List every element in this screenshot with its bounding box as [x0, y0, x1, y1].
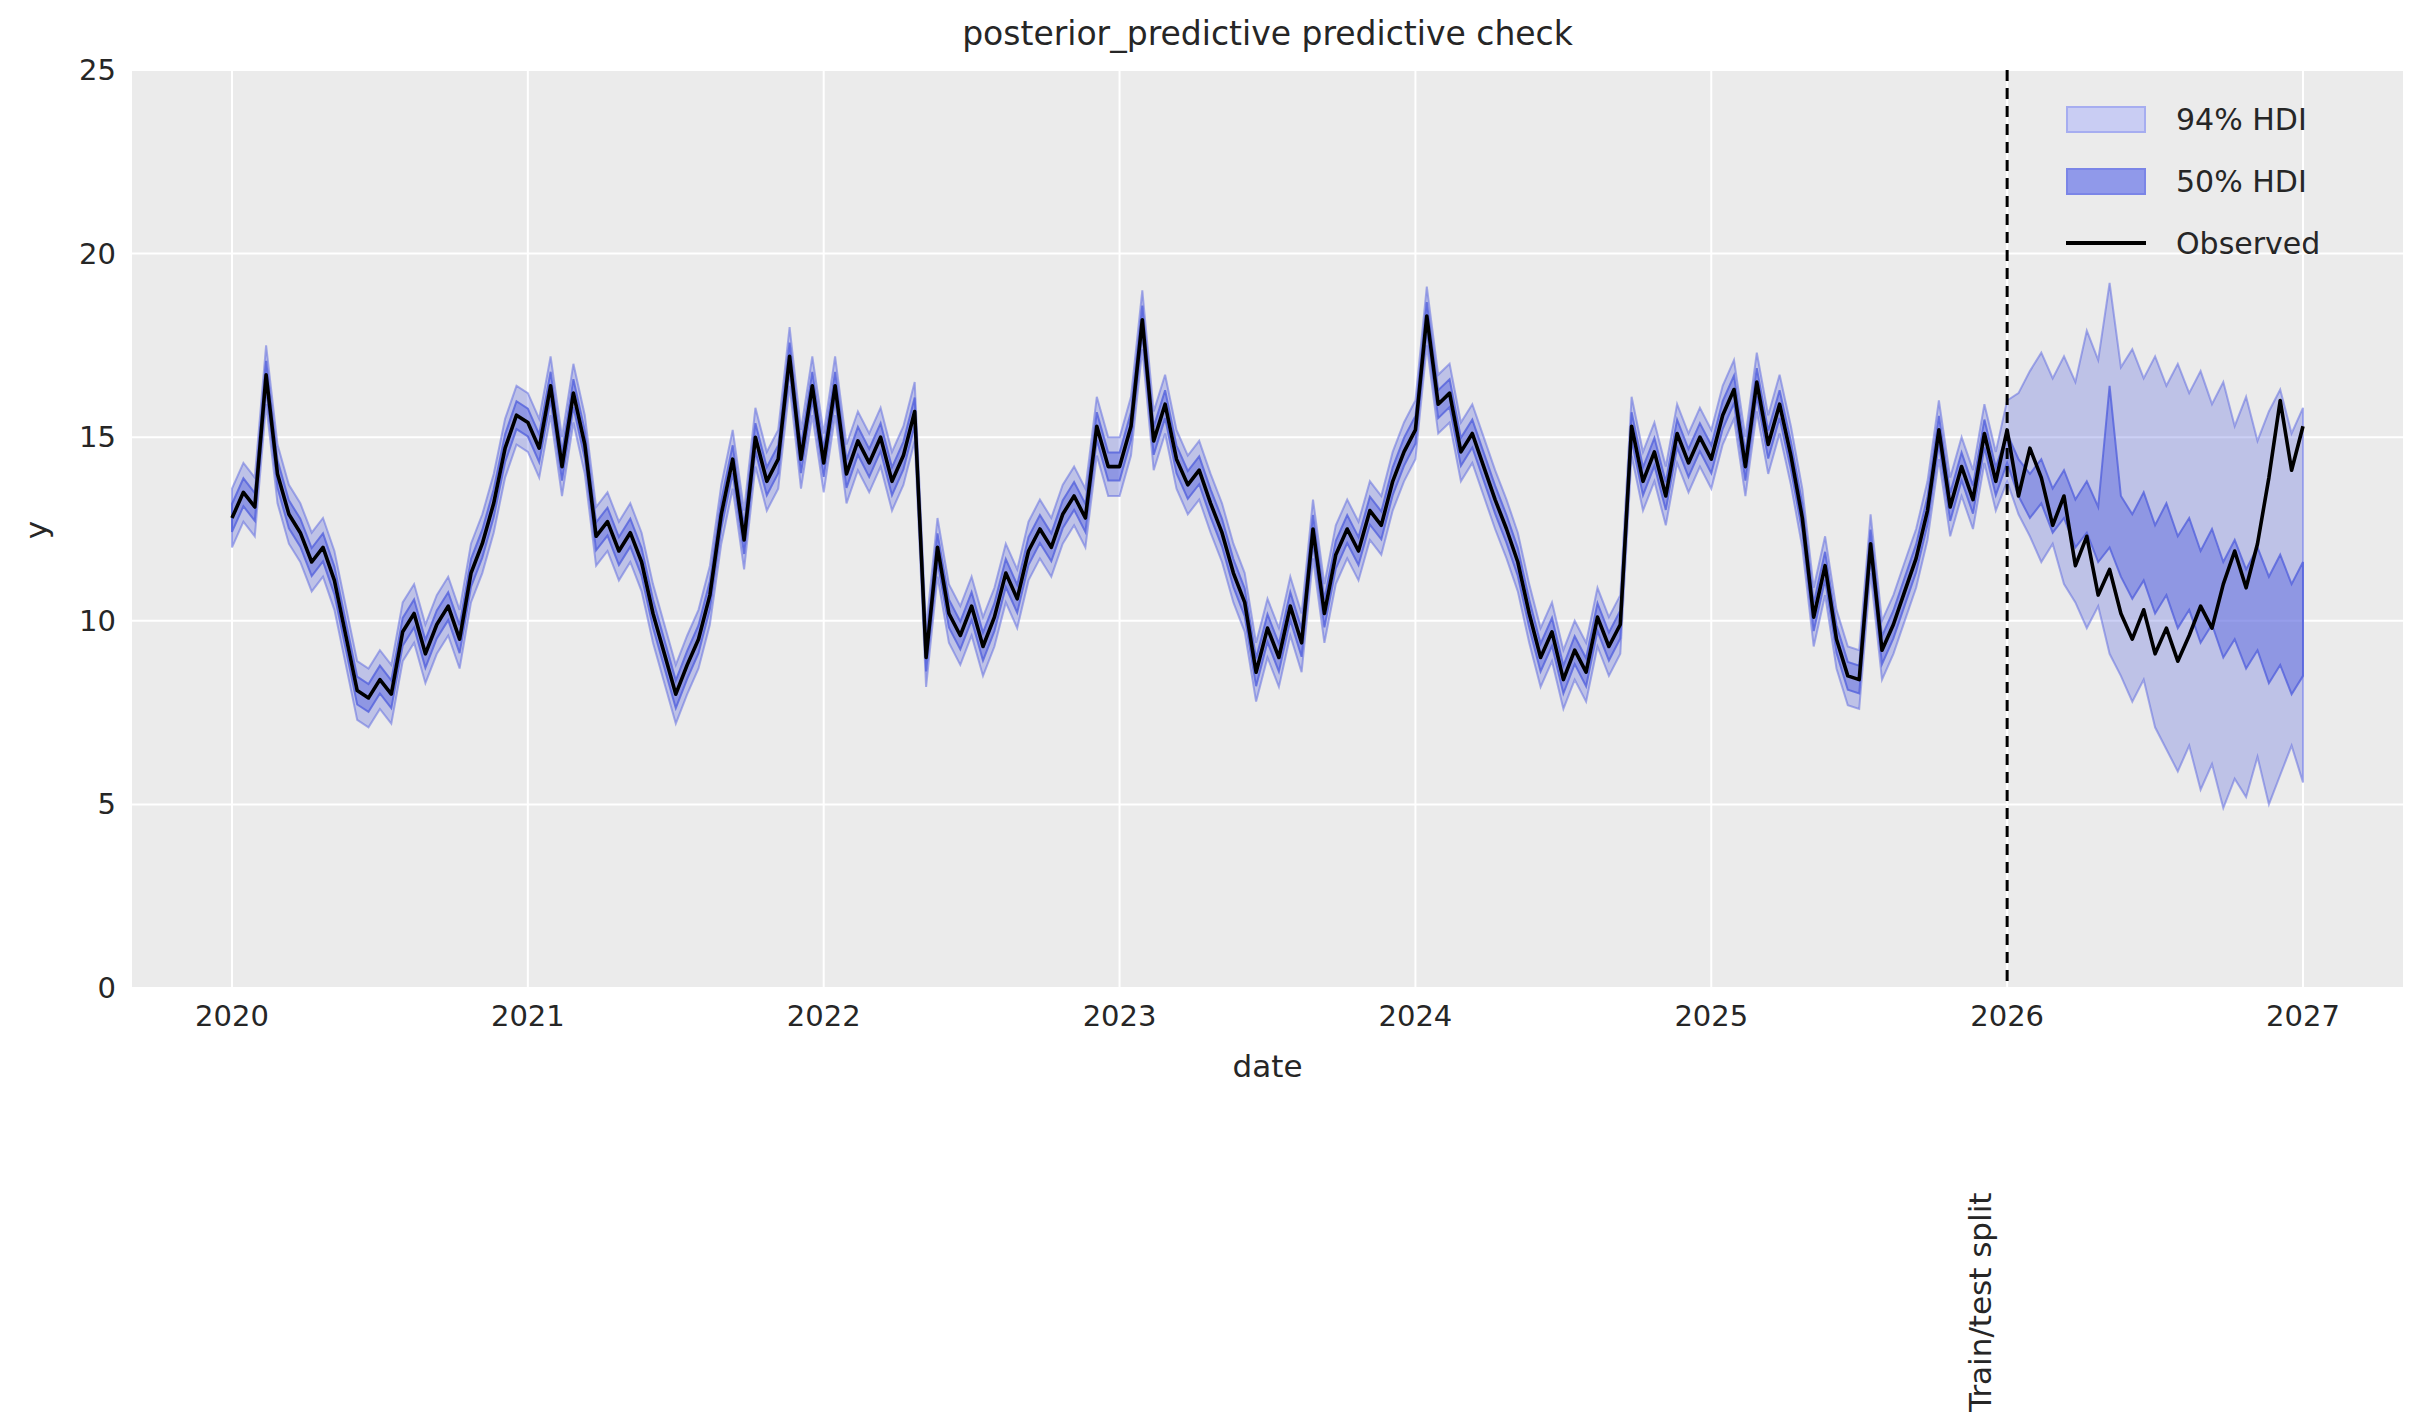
y-axis-label: y — [18, 490, 54, 570]
x-axis-label: date — [132, 1048, 2403, 1084]
legend-item-94-hdi: 94% HDI — [2066, 100, 2320, 138]
y-tick-label: 15 — [0, 419, 116, 455]
legend: 94% HDI 50% HDI Observed — [2066, 100, 2320, 286]
y-tick-label: 5 — [0, 786, 116, 822]
x-tick-label: 2027 — [2223, 998, 2383, 1034]
figure: { "chart_data": { "type": "line", "title… — [0, 0, 2423, 1424]
x-tick-label: 2023 — [1040, 998, 1200, 1034]
x-tick-label: 2022 — [744, 998, 904, 1034]
y-tick-label: 0 — [0, 970, 116, 1006]
hdi94-swatch — [2066, 106, 2146, 133]
legend-label: 50% HDI — [2176, 164, 2307, 199]
observed-line-swatch — [2066, 241, 2146, 245]
x-tick-label: 2021 — [448, 998, 608, 1034]
hdi50-swatch — [2066, 168, 2146, 195]
y-tick-label: 25 — [0, 52, 116, 88]
legend-item-50-hdi: 50% HDI — [2066, 162, 2320, 200]
train-test-split-label: Train/test split — [1962, 1072, 1998, 1412]
chart-title: posterior_predictive predictive check — [132, 14, 2403, 53]
legend-label: Observed — [2176, 226, 2320, 261]
y-tick-label: 20 — [0, 236, 116, 272]
x-tick-label: 2024 — [1335, 998, 1495, 1034]
x-tick-label: 2025 — [1631, 998, 1791, 1034]
x-tick-label: 2020 — [152, 998, 312, 1034]
chart-canvas — [0, 0, 2423, 1424]
x-tick-label: 2026 — [1927, 998, 2087, 1034]
legend-label: 94% HDI — [2176, 102, 2307, 137]
legend-item-observed: Observed — [2066, 224, 2320, 262]
y-tick-label: 10 — [0, 603, 116, 639]
